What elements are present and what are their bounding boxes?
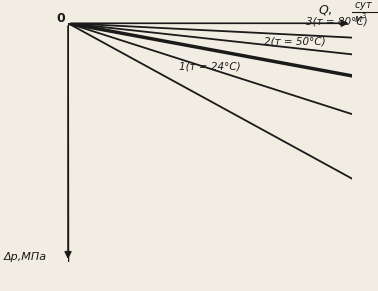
Text: 3(т = 80°C): 3(т = 80°C)	[306, 17, 368, 27]
Text: $сут$: $сут$	[355, 0, 373, 12]
Text: $м^3$: $м^3$	[355, 11, 368, 25]
Text: 0: 0	[57, 13, 65, 26]
Text: $Q,$: $Q,$	[318, 3, 332, 17]
Text: 2(т = 50°C): 2(т = 50°C)	[263, 36, 325, 47]
Text: 1(т = 24°C): 1(т = 24°C)	[178, 61, 240, 71]
Text: Δp,МПа: Δp,МПа	[4, 252, 47, 262]
